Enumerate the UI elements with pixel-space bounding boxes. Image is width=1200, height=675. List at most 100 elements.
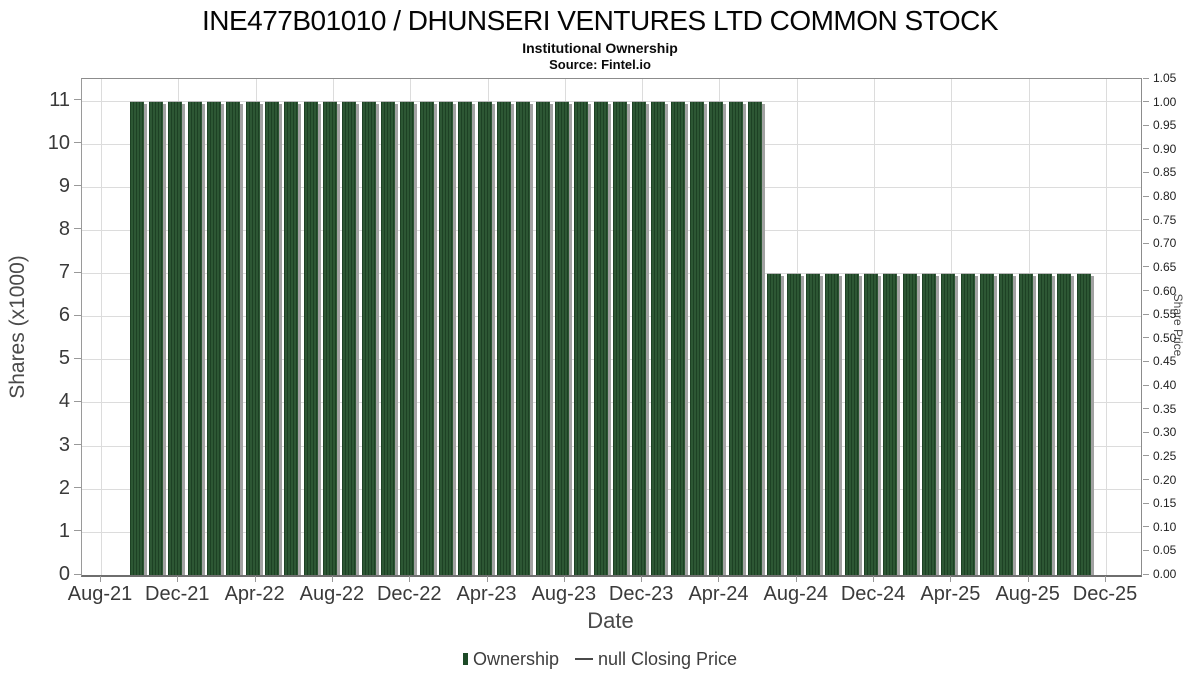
ownership-bar[interactable] bbox=[554, 100, 572, 575]
x-axis-tick bbox=[563, 576, 565, 582]
horizontal-gridline bbox=[82, 359, 1141, 361]
right-axis-tick-label: 0.65 bbox=[1153, 259, 1177, 274]
right-axis-tick bbox=[1143, 171, 1149, 173]
ownership-bar[interactable] bbox=[1057, 273, 1075, 575]
x-axis-tick bbox=[1027, 576, 1029, 582]
ownership-bar[interactable] bbox=[767, 273, 785, 575]
y-axis-tick bbox=[74, 314, 81, 316]
ownership-bar[interactable] bbox=[303, 100, 321, 575]
legend-item-closing-price[interactable]: null Closing Price bbox=[565, 649, 737, 670]
ownership-bar[interactable] bbox=[1038, 273, 1056, 575]
y-axis-tick-label: 1 bbox=[58, 519, 70, 542]
ownership-bar[interactable] bbox=[980, 273, 998, 575]
ownership-bar[interactable] bbox=[516, 100, 534, 575]
right-axis-tick bbox=[1143, 408, 1149, 410]
right-axis-tick-label: 0.30 bbox=[1153, 425, 1177, 440]
ownership-bar[interactable] bbox=[322, 100, 340, 575]
plot-area bbox=[81, 78, 1142, 577]
right-axis-tick-label: 0.50 bbox=[1153, 330, 1177, 345]
y-axis-tick-label: 9 bbox=[58, 174, 70, 197]
y-axis-tick-label: 4 bbox=[58, 390, 70, 413]
ownership-bar[interactable] bbox=[206, 100, 224, 575]
right-axis-tick bbox=[1143, 455, 1149, 457]
ownership-bar[interactable] bbox=[380, 100, 398, 575]
ownership-bar[interactable] bbox=[922, 273, 940, 575]
right-axis-tick bbox=[1143, 337, 1149, 339]
ownership-bar[interactable] bbox=[168, 100, 186, 575]
horizontal-gridline bbox=[82, 445, 1141, 447]
ownership-bar[interactable] bbox=[941, 273, 959, 575]
ownership-bar[interactable] bbox=[748, 100, 766, 575]
ownership-bar[interactable] bbox=[458, 100, 476, 575]
x-axis-tick-label: Apr-23 bbox=[456, 583, 517, 605]
ownership-bar[interactable] bbox=[593, 100, 611, 575]
x-axis-tick bbox=[1105, 576, 1106, 582]
ownership-bar[interactable] bbox=[400, 100, 418, 575]
ownership-bar[interactable] bbox=[129, 100, 147, 575]
y-axis-tick-label: 0 bbox=[58, 563, 70, 585]
right-axis-tick-label: 0.90 bbox=[1153, 141, 1177, 156]
ownership-bar[interactable] bbox=[477, 100, 495, 575]
right-axis-tick bbox=[1143, 313, 1149, 315]
ownership-bar[interactable] bbox=[342, 100, 360, 575]
ownership-bar[interactable] bbox=[438, 100, 456, 575]
ownership-bar[interactable] bbox=[535, 100, 553, 575]
chart-subtitle: Institutional Ownership bbox=[522, 40, 678, 56]
ownership-bar[interactable] bbox=[844, 273, 862, 575]
y-axis-tick bbox=[74, 99, 81, 101]
legend: Ownership null Closing Price bbox=[0, 646, 1200, 672]
ownership-bar[interactable] bbox=[902, 273, 920, 575]
right-axis-tick-label: 0.40 bbox=[1153, 378, 1177, 393]
ownership-bar[interactable] bbox=[864, 273, 882, 575]
y-axis-tick bbox=[74, 185, 81, 187]
ownership-bar[interactable] bbox=[786, 273, 804, 575]
horizontal-gridline bbox=[82, 488, 1141, 490]
ownership-bar[interactable] bbox=[284, 100, 302, 575]
x-axis-tick-label: Dec-24 bbox=[840, 583, 906, 605]
y-axis-tick-label: 5 bbox=[58, 347, 70, 370]
ownership-bar[interactable] bbox=[999, 273, 1017, 575]
ownership-bar[interactable] bbox=[806, 273, 824, 575]
ownership-bar[interactable] bbox=[632, 100, 650, 575]
ownership-bar[interactable] bbox=[574, 100, 592, 575]
horizontal-gridline bbox=[82, 316, 1141, 318]
ownership-bar[interactable] bbox=[728, 100, 746, 575]
ownership-bar[interactable] bbox=[264, 100, 282, 575]
ownership-bar[interactable] bbox=[361, 100, 379, 575]
x-axis-title: Date bbox=[587, 608, 634, 633]
ownership-bar[interactable] bbox=[1076, 273, 1094, 575]
right-axis-tick bbox=[1143, 124, 1149, 126]
y-axis-tick-label: 8 bbox=[58, 217, 70, 240]
ownership-bar[interactable] bbox=[883, 273, 901, 575]
ownership-bar[interactable] bbox=[960, 273, 978, 575]
ownership-bar[interactable] bbox=[670, 100, 688, 575]
x-axis-tick-label: Aug-25 bbox=[995, 583, 1060, 605]
right-axis-tick bbox=[1143, 384, 1149, 386]
ownership-bar[interactable] bbox=[825, 273, 843, 575]
ownership-bar[interactable] bbox=[1018, 273, 1036, 575]
ownership-bar[interactable] bbox=[419, 100, 437, 575]
x-axis-tick-label: Aug-24 bbox=[763, 583, 829, 605]
ownership-bar[interactable] bbox=[690, 100, 708, 575]
ownership-bar[interactable] bbox=[226, 100, 244, 575]
y-axis-tick-label: 7 bbox=[58, 261, 70, 284]
ownership-bar[interactable] bbox=[148, 100, 166, 575]
ownership-bar[interactable] bbox=[709, 100, 727, 575]
right-axis-tick-label: 0.20 bbox=[1153, 472, 1177, 487]
legend-item-ownership[interactable]: Ownership bbox=[462, 649, 559, 670]
x-axis-tick-label: Aug-22 bbox=[299, 583, 365, 605]
right-axis-tick bbox=[1143, 101, 1149, 103]
ownership-bar[interactable] bbox=[245, 100, 263, 575]
ownership-bar[interactable] bbox=[612, 100, 630, 575]
ownership-bar[interactable] bbox=[187, 100, 205, 575]
y-axis-tick bbox=[74, 487, 81, 489]
ownership-bar[interactable] bbox=[651, 100, 669, 575]
right-axis-tick-label: 0.55 bbox=[1153, 307, 1177, 322]
horizontal-gridline bbox=[82, 531, 1141, 533]
right-axis-tick bbox=[1143, 77, 1149, 79]
right-axis-tick-label: 0.80 bbox=[1153, 189, 1177, 204]
x-axis-tick-label: Apr-22 bbox=[224, 583, 285, 605]
right-axis-tick-label: 0.95 bbox=[1153, 118, 1177, 133]
ownership-bar[interactable] bbox=[496, 100, 514, 575]
x-axis-tick bbox=[718, 576, 720, 582]
